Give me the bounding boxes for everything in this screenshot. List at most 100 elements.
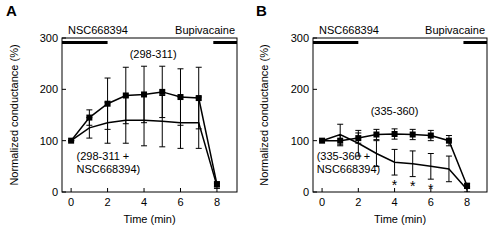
error-bar (392, 129, 398, 139)
error-line (467, 187, 468, 192)
error-cap (141, 145, 147, 146)
error-cap (214, 183, 220, 184)
panel-label: A (6, 2, 17, 19)
marker (392, 131, 398, 137)
series-label-line: NSC668394) (77, 163, 141, 175)
period-label: Bupivacaine (425, 24, 485, 36)
error-cap (105, 78, 111, 79)
error-cap (159, 95, 165, 96)
error-cap (337, 145, 343, 146)
series-line (71, 92, 217, 184)
error-cap (105, 143, 111, 144)
marker (446, 138, 452, 144)
error-cap (68, 140, 74, 141)
y-tick-label: 0 (52, 186, 58, 198)
error-bar (68, 140, 74, 141)
period-bar (463, 41, 487, 44)
error-cap (373, 140, 379, 141)
error-cap (319, 140, 325, 141)
x-tick-label: 2 (355, 196, 361, 208)
error-bar (410, 129, 416, 139)
error-cap (337, 124, 343, 125)
error-line (89, 118, 90, 139)
series-label-line: NSC668394) (317, 163, 381, 175)
x-tick (322, 188, 323, 192)
series-label-line: (335-360 + (317, 150, 371, 162)
x-tick-label: 8 (214, 196, 220, 208)
y-axis-title: Normalized conductance (%) (8, 44, 20, 185)
x-tick (180, 188, 181, 192)
y-axis-title: Normalized conductance (%) (258, 44, 270, 185)
error-bar (337, 124, 343, 145)
x-tick (144, 188, 145, 192)
y-tick-label: 100 (40, 135, 58, 147)
x-tick (71, 188, 72, 192)
y-tick (62, 89, 66, 90)
error-line (144, 94, 145, 145)
error-cap (196, 97, 202, 98)
marker (159, 89, 165, 95)
plot-area (313, 41, 487, 192)
error-cap (177, 148, 183, 149)
error-bar (446, 156, 452, 182)
error-cap (373, 139, 379, 140)
error-cap (446, 181, 452, 182)
y-tick-label: 200 (291, 83, 309, 95)
error-line (216, 183, 217, 188)
error-cap (141, 94, 147, 95)
error-bar (177, 97, 183, 148)
error-cap (68, 140, 74, 141)
error-cap (123, 67, 129, 68)
x-tick (358, 188, 359, 192)
y-tick (313, 89, 317, 90)
error-cap (392, 175, 398, 176)
error-line (125, 97, 126, 143)
error-cap (428, 179, 434, 180)
panel-label: B (256, 2, 267, 19)
x-tick-label: 2 (105, 196, 111, 208)
error-cap (105, 102, 111, 103)
error-cap (123, 143, 129, 144)
plot-frame (313, 38, 487, 192)
significance-mark: * (410, 178, 416, 194)
error-cap (446, 135, 452, 136)
error-cap (464, 192, 470, 193)
error-bar (196, 97, 202, 148)
error-line (107, 102, 108, 143)
error-cap (68, 140, 74, 141)
error-cap (319, 140, 325, 141)
error-bar (86, 118, 92, 139)
error-cap (159, 146, 165, 147)
error-bar (141, 94, 147, 145)
error-cap (214, 188, 220, 189)
period-label: Bupivacaine (175, 24, 235, 36)
error-bar (105, 102, 111, 143)
period-label: NSC668394 (68, 24, 128, 36)
error-bar (392, 149, 398, 175)
error-cap (410, 176, 416, 177)
error-cap (141, 66, 147, 67)
period-label: NSC668394 (319, 24, 379, 36)
y-tick (62, 192, 66, 193)
error-cap (428, 153, 434, 154)
y-tick (313, 38, 317, 39)
error-cap (410, 129, 416, 130)
y-tick-label: 300 (40, 32, 58, 44)
error-cap (68, 140, 74, 141)
error-bar (319, 140, 325, 141)
x-tick-label: 4 (141, 196, 147, 208)
y-tick (313, 192, 317, 193)
error-line (394, 149, 395, 175)
marker (428, 133, 434, 139)
error-cap (410, 150, 416, 151)
error-cap (177, 97, 183, 98)
y-tick (62, 140, 66, 141)
period-bar (213, 41, 237, 44)
plot-frame (62, 38, 237, 192)
error-line (448, 156, 449, 182)
error-cap (337, 144, 343, 145)
error-line (162, 95, 163, 146)
error-line (198, 97, 199, 148)
x-tick (107, 188, 108, 192)
error-bar (123, 97, 129, 143)
